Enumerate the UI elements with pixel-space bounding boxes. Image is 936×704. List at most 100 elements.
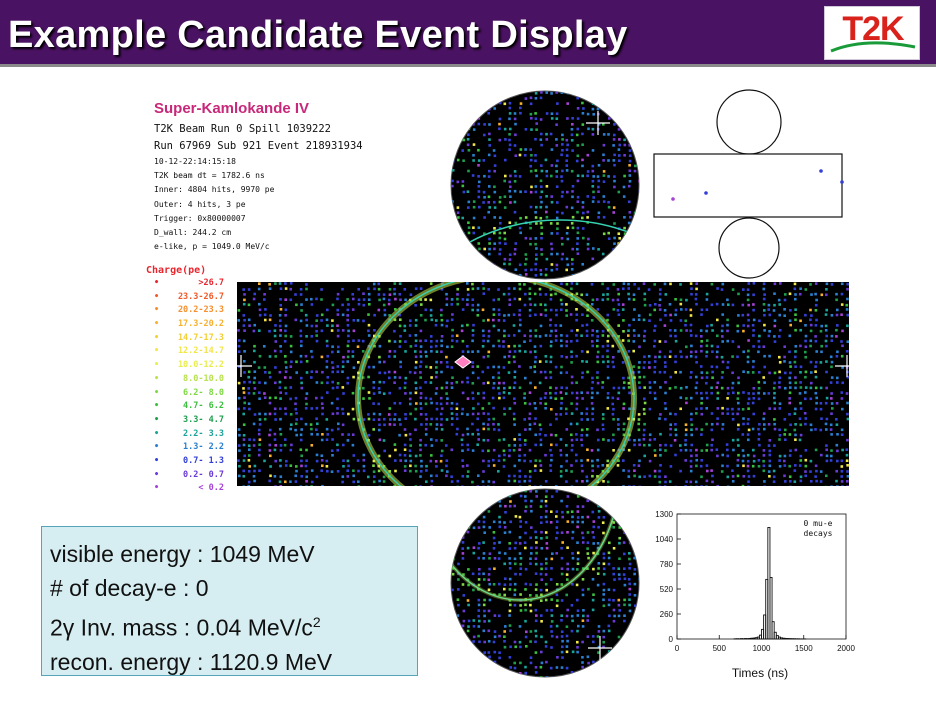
pmt-hit	[508, 407, 512, 410]
pmt-hit	[565, 257, 569, 261]
pmt-hit	[523, 340, 526, 343]
title-banner	[0, 0, 936, 64]
pmt-hit	[534, 334, 538, 338]
pmt-hit	[523, 396, 526, 400]
pmt-hit	[747, 392, 750, 395]
pmt-hit	[617, 313, 621, 316]
pmt-hit	[279, 475, 283, 478]
pmt-hit	[529, 222, 532, 225]
pmt-hit	[757, 459, 761, 462]
pmt-hit	[461, 102, 465, 105]
pmt-hit	[243, 407, 246, 410]
pmt-hit	[471, 480, 474, 484]
pmt-hit	[622, 195, 626, 198]
pmt-hit	[508, 547, 512, 550]
pmt-hit	[252, 475, 256, 478]
pmt-hit	[550, 329, 553, 333]
pmt-hit	[545, 132, 548, 136]
pmt-hit	[622, 541, 626, 544]
pmt-hit	[549, 308, 553, 312]
pmt-hit	[566, 578, 569, 581]
pmt-hit	[565, 469, 568, 472]
pmt-hit	[815, 350, 818, 353]
pmt-hit	[513, 474, 516, 478]
pmt-hit	[746, 371, 750, 374]
pmt-hit	[581, 665, 584, 669]
pmt-hit	[794, 293, 797, 296]
pmt-hit	[565, 355, 568, 359]
pmt-hit	[424, 350, 428, 354]
pmt-hit	[618, 521, 622, 524]
pmt-hit	[560, 365, 563, 369]
pmt-hit	[580, 334, 583, 337]
pmt-hit	[612, 308, 616, 311]
pmt-hit	[378, 479, 381, 483]
pmt-hit	[524, 278, 528, 279]
pmt-hit	[373, 475, 376, 478]
pmt-hit	[565, 444, 568, 447]
pmt-hit	[643, 298, 647, 301]
pmt-hit	[612, 253, 615, 256]
pmt-hit	[539, 438, 543, 442]
pmt-hit	[555, 313, 558, 317]
pmt-hit	[699, 464, 703, 468]
pmt-hit	[758, 443, 761, 447]
pmt-hit	[846, 438, 849, 442]
pmt-hit	[336, 397, 339, 401]
pmt-hit	[799, 407, 803, 410]
pmt-hit	[762, 376, 765, 379]
pmt-hit	[570, 282, 574, 285]
pmt-hit	[788, 391, 792, 395]
charge-bin: • 23.3-26.7	[146, 292, 236, 306]
pmt-hit	[768, 371, 771, 375]
pmt-hit	[773, 381, 776, 385]
pmt-hit	[503, 386, 506, 390]
pmt-hit	[414, 407, 418, 411]
pmt-hit	[320, 438, 324, 442]
pmt-hit	[804, 313, 807, 317]
pmt-hit	[498, 138, 502, 142]
pmt-hit	[586, 174, 589, 178]
pmt-hit	[617, 190, 621, 194]
pmt-hit	[550, 433, 553, 437]
pmt-hit	[492, 676, 496, 677]
pmt-hit	[561, 149, 564, 152]
pmt-hit	[762, 464, 766, 468]
pmt-hit	[576, 154, 580, 158]
pmt-hit	[731, 303, 735, 307]
pmt-hit	[331, 412, 335, 416]
pmt-hit	[398, 433, 401, 437]
pmt-hit	[430, 345, 433, 349]
pmt-hit	[585, 412, 588, 416]
pmt-hit	[596, 391, 599, 395]
pmt-hit	[602, 180, 606, 183]
pmt-hit	[466, 143, 470, 147]
od-top-cap	[716, 89, 782, 155]
pmt-hit	[846, 313, 849, 317]
y-tick-label: 1300	[655, 510, 673, 519]
pmt-hit	[518, 459, 521, 462]
pmt-hit	[710, 365, 714, 368]
pmt-hit	[429, 381, 433, 384]
pmt-hit	[622, 515, 626, 519]
pmt-hit	[487, 449, 490, 453]
pmt-hit	[456, 227, 460, 230]
pmt-hit	[788, 381, 792, 385]
pmt-hit	[264, 308, 267, 311]
pmt-hit	[273, 448, 277, 452]
pmt-hit	[556, 227, 559, 230]
pmt-hit	[623, 520, 626, 523]
pmt-hit	[633, 252, 636, 255]
pmt-hit	[628, 211, 632, 214]
pmt-hit	[435, 319, 438, 322]
pmt-hit	[289, 386, 293, 389]
pmt-hit	[711, 329, 714, 332]
pmt-hit	[524, 97, 528, 100]
pmt-hit	[799, 401, 802, 405]
pmt-hit	[545, 257, 549, 261]
pmt-hit	[835, 298, 838, 302]
pmt-hit	[643, 443, 646, 447]
pmt-hit	[498, 656, 501, 660]
pmt-hit	[321, 433, 324, 436]
pmt-hit	[685, 480, 688, 483]
